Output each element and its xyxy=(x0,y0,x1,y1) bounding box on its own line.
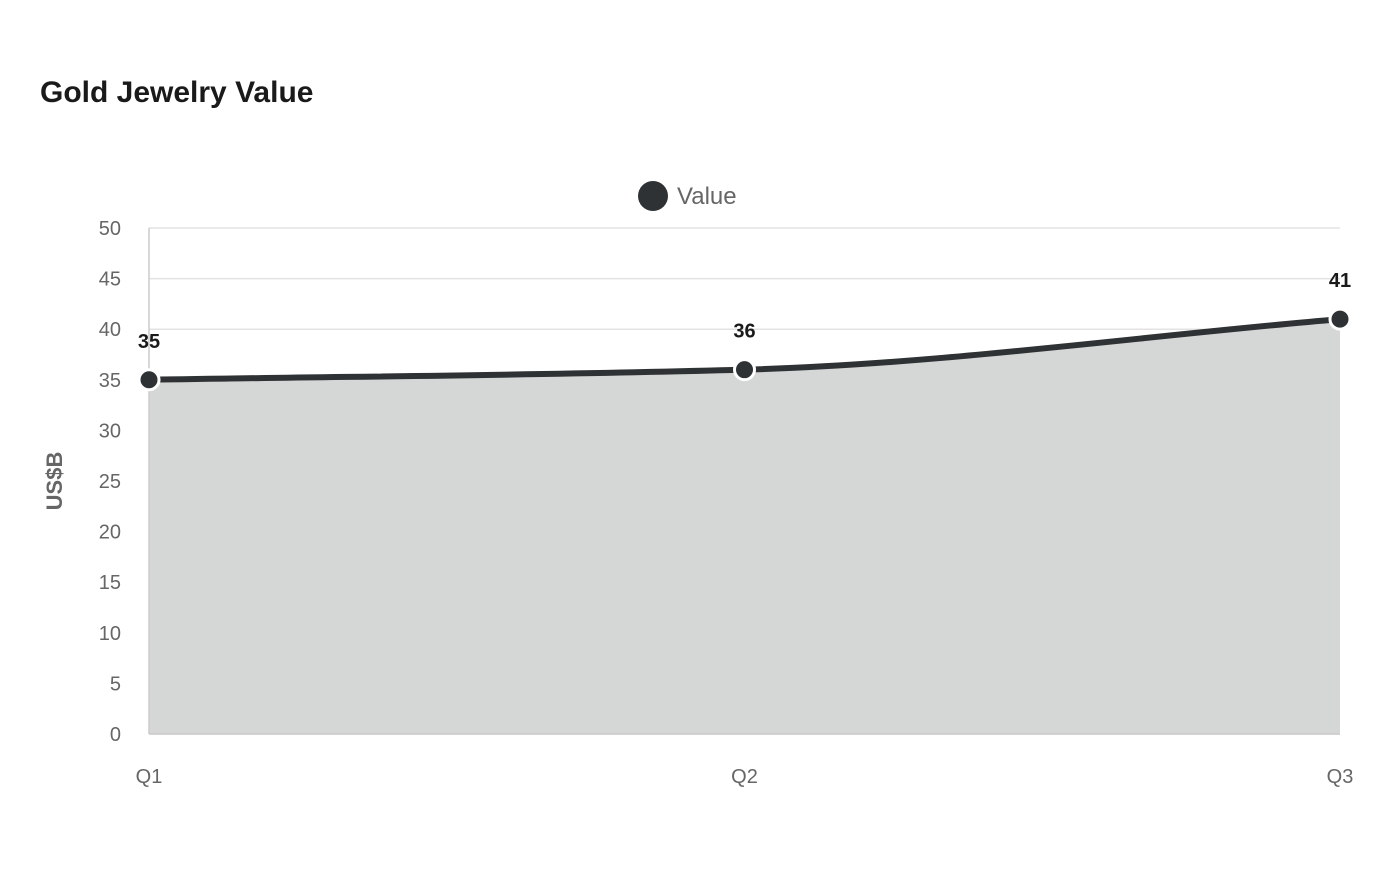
y-tick-label: 40 xyxy=(99,319,121,341)
x-tick-label: Q3 xyxy=(1327,766,1354,788)
y-tick-label: 45 xyxy=(99,269,121,291)
x-tick-label: Q2 xyxy=(731,766,758,788)
y-tick-label: 5 xyxy=(110,673,121,695)
data-label-q1: 35 xyxy=(138,331,160,353)
data-point-q3[interactable] xyxy=(1328,307,1352,331)
y-tick-label: 10 xyxy=(99,623,121,645)
y-tick-label: 0 xyxy=(110,724,121,746)
series-points xyxy=(137,307,1352,392)
y-tick-label: 20 xyxy=(99,522,121,544)
data-labels: 35 36 41 xyxy=(138,270,1351,353)
legend-label[interactable]: Value xyxy=(677,183,737,210)
data-label-q2: 36 xyxy=(733,321,755,343)
data-label-q3: 41 xyxy=(1329,270,1351,292)
y-tick-label: 50 xyxy=(99,218,121,240)
data-point-q2[interactable] xyxy=(733,358,756,382)
legend-swatch[interactable] xyxy=(638,181,668,211)
data-point-q1[interactable] xyxy=(137,368,161,392)
y-axis-title: US$B xyxy=(42,452,67,511)
axes: 0 5 10 15 20 25 30 35 40 45 50 Q1 Q2 Q3 US$B xyxy=(42,218,1353,788)
series-area-fill xyxy=(149,319,1340,734)
y-tick-label: 25 xyxy=(99,471,121,493)
y-tick-label: 30 xyxy=(99,420,121,442)
legend[interactable]: Value xyxy=(638,181,737,211)
chart-title: Gold Jewelry Value xyxy=(40,76,314,109)
y-tick-label: 15 xyxy=(99,572,121,594)
x-tick-label: Q1 xyxy=(136,766,163,788)
y-tick-label: 35 xyxy=(99,370,121,392)
series-area xyxy=(146,316,1343,734)
